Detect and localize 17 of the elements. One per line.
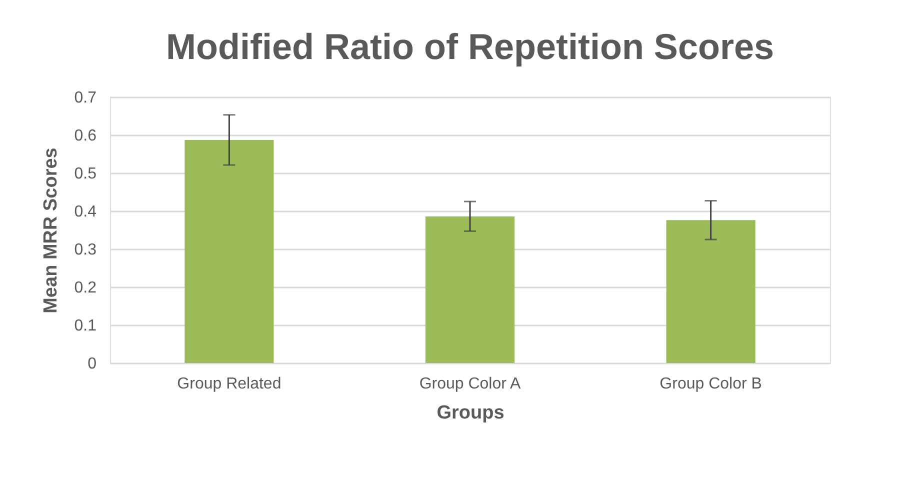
y-tick-label: 0.2 [74,280,97,296]
bar [184,140,274,363]
bar [425,216,515,363]
y-axis-title: Mean MRR Scores [40,148,62,314]
y-tick-label: 0.6 [74,128,97,144]
y-tick-label: 0.4 [74,204,97,220]
x-tick-label: Group Related [177,376,282,392]
y-tick-label: 0.1 [74,318,97,334]
x-axis-title: Groups [436,402,504,424]
y-tick-label: 0.3 [74,242,97,258]
x-tick-label: Group Color B [660,376,762,392]
bar [666,220,756,363]
x-tick-label: Group Color A [419,376,522,392]
y-tick-label: 0.7 [74,90,97,106]
chart-title: Modified Ratio of Repetition Scores [166,26,774,67]
y-tick-label: 0 [88,356,97,372]
y-tick-label: 0.5 [74,166,97,182]
